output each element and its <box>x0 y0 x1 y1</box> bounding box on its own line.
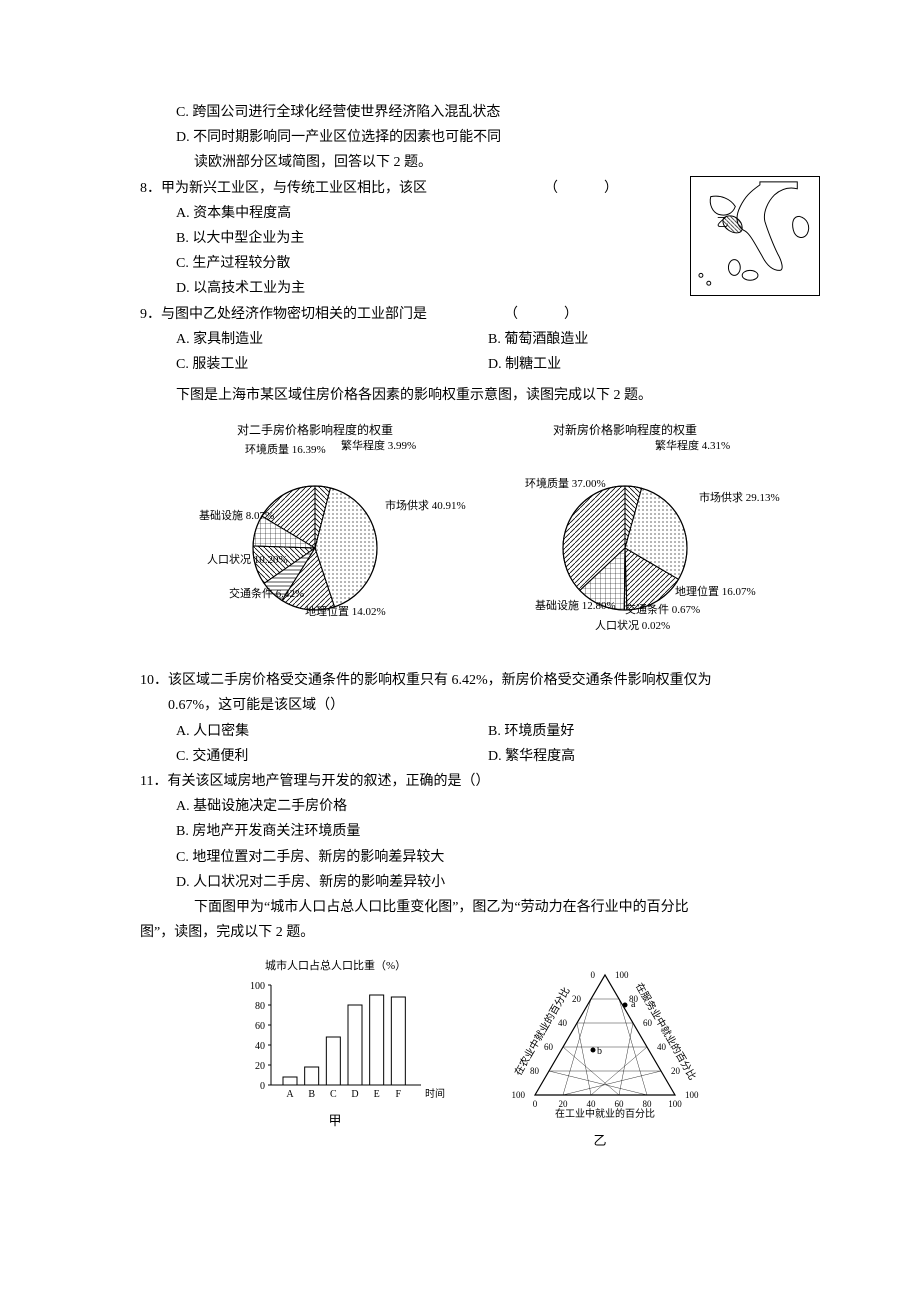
pie2-lbl-jichu: 基础设施 12.80% <box>535 600 616 613</box>
q10-opt-a: A. 人口密集 <box>176 719 488 744</box>
svg-text:城市人口占总人口比重（%）: 城市人口占总人口比重（%） <box>265 958 406 972</box>
svg-text:0: 0 <box>533 1099 538 1109</box>
q10-stem: 10．该区域二手房价格受交通条件的影响权重只有 6.42%，新房价格受交通条件影… <box>140 668 800 693</box>
q11-opt-b: B. 房地产开发商关注环境质量 <box>140 819 800 844</box>
q9-opt-b: B. 葡萄酒酿造业 <box>488 327 800 352</box>
svg-text:100: 100 <box>512 1090 526 1100</box>
svg-text:A: A <box>286 1089 294 1100</box>
q10-opt-d: D. 繁华程度高 <box>488 744 800 769</box>
svg-text:20: 20 <box>671 1066 681 1076</box>
pie2-lbl-jiaotong: 交通条件 0.67% <box>625 604 700 617</box>
svg-text:100: 100 <box>668 1099 682 1109</box>
svg-text:在农业中就业的百分比: 在农业中就业的百分比 <box>511 985 572 1078</box>
svg-text:在服务业中就业的百分比: 在服务业中就业的百分比 <box>633 981 699 1083</box>
bar-chart-jia: 城市人口占总人口比重（%） 0 20 40 60 80 100 A B C D E F 时间 甲 <box>225 955 445 1152</box>
prev-option-d: D. 不同时期影响同一产业区位选择的因素也可能不同 <box>140 125 800 150</box>
q9-stem-row: 9．与图中乙处经济作物密切相关的工业部门是 （ ） <box>140 302 800 327</box>
pie1-lbl-shichang: 市场供求 40.91% <box>385 500 466 513</box>
q9-opt-a: A. 家具制造业 <box>176 327 488 352</box>
pie1-lbl-jiaotong: 交通条件 6.42% <box>229 588 304 601</box>
svg-text:40: 40 <box>657 1042 667 1052</box>
q11-stem: 11．有关该区域房地产管理与开发的叙述，正确的是（） <box>140 769 800 794</box>
svg-text:60: 60 <box>255 1021 265 1032</box>
pie1-lbl-renkou: 人口状况 10.20% <box>207 554 288 567</box>
svg-text:C: C <box>330 1089 337 1100</box>
svg-text:0: 0 <box>260 1081 265 1092</box>
svg-text:E: E <box>374 1089 380 1100</box>
q9-stem-text: 9．与图中乙处经济作物密切相关的工业部门是 <box>140 307 427 322</box>
svg-text:F: F <box>396 1089 402 1100</box>
q9-blank: （ ） <box>504 307 584 322</box>
fig-intro-2: 图”，读图，完成以下 2 题。 <box>140 920 800 945</box>
svg-text:B: B <box>308 1089 315 1100</box>
svg-text:80: 80 <box>255 1001 265 1012</box>
q9-opt-d: D. 制糖工业 <box>488 352 800 377</box>
pie-newhouse: 对新房价格影响程度的权重 繁华程度 4.31% 市场供求 29.13% 地理位置… <box>485 420 765 650</box>
pie-secondhand: 对二手房价格影响程度的权重 繁华程度 3.99% 市场供求 40.91% 地理位… <box>175 420 455 650</box>
q9-row1: A. 家具制造业 B. 葡萄酒酿造业 <box>140 327 800 352</box>
svg-text:80: 80 <box>530 1066 540 1076</box>
svg-text:40: 40 <box>558 1018 568 1028</box>
bar-caption: 甲 <box>225 1109 445 1132</box>
prev-option-c: C. 跨国公司进行全球化经营使世界经济陷入混乱状态 <box>140 100 800 125</box>
svg-text:100: 100 <box>685 1090 699 1100</box>
svg-text:60: 60 <box>643 1018 653 1028</box>
q9-row2: C. 服装工业 D. 制糖工业 <box>140 352 800 377</box>
pie1-lbl-jichu: 基础设施 8.07% <box>199 510 274 523</box>
svg-text:60: 60 <box>544 1042 554 1052</box>
q10-stem2: 0.67%，这可能是该区域（） <box>140 693 800 718</box>
pie2-lbl-dili: 地理位置 16.07% <box>675 586 756 599</box>
q9-opt-c: C. 服装工业 <box>176 352 488 377</box>
map-label-yi: 乙 <box>717 215 729 229</box>
intro-q8: 读欧洲部分区域简图，回答以下 2 题。 <box>140 150 800 175</box>
pie2-lbl-huanjing: 环境质量 37.00% <box>525 478 606 491</box>
svg-text:在工业中就业的百分比: 在工业中就业的百分比 <box>555 1107 655 1120</box>
ternary-chart-yi: 01001002080204060406040608020801000100ab… <box>485 955 715 1152</box>
svg-text:80: 80 <box>643 1099 653 1109</box>
pie2-title: 对新房价格影响程度的权重 <box>485 420 765 442</box>
svg-text:时间: 时间 <box>425 1087 445 1100</box>
svg-text:D: D <box>351 1089 358 1100</box>
pie1-title: 对二手房价格影响程度的权重 <box>175 420 455 442</box>
svg-text:40: 40 <box>587 1099 597 1109</box>
pie1-lbl-dili: 地理位置 14.02% <box>305 606 386 619</box>
svg-text:100: 100 <box>250 981 265 992</box>
svg-text:20: 20 <box>559 1099 569 1109</box>
pie1-lbl-fanhua: 繁华程度 3.99% <box>341 440 416 453</box>
question-8-block: 8．甲为新兴工业区，与传统工业区相比，该区 （ ） A. 资本集中程度高 B. … <box>140 176 800 302</box>
pie2-lbl-shichang: 市场供求 29.13% <box>699 492 780 505</box>
q10-row1: A. 人口密集 B. 环境质量好 <box>140 719 800 744</box>
q8-stem-text: 8．甲为新兴工业区，与传统工业区相比，该区 <box>140 181 427 196</box>
q11-opt-c: C. 地理位置对二手房、新房的影响差异较大 <box>140 845 800 870</box>
pie2-lbl-fanhua: 繁华程度 4.31% <box>655 440 730 453</box>
svg-text:a: a <box>631 999 636 1010</box>
svg-text:20: 20 <box>572 994 582 1004</box>
svg-text:60: 60 <box>615 1099 625 1109</box>
svg-text:b: b <box>597 1046 602 1057</box>
fig-intro-1: 下面图甲为“城市人口占总人口比重变化图”，图乙为“劳动力在各行业中的百分比 <box>140 895 800 920</box>
tri-caption: 乙 <box>485 1129 715 1152</box>
svg-text:20: 20 <box>255 1061 265 1072</box>
q10-opt-b: B. 环境质量好 <box>488 719 800 744</box>
europe-map: 乙 <box>690 176 820 296</box>
q8-blank: （ ） <box>544 181 624 196</box>
pie2-lbl-renkou: 人口状况 0.02% <box>595 620 670 633</box>
q10-opt-c: C. 交通便利 <box>176 744 488 769</box>
q10-row2: C. 交通便利 D. 繁华程度高 <box>140 744 800 769</box>
pie1-lbl-huanjing: 环境质量 16.39% <box>245 444 326 457</box>
svg-text:40: 40 <box>255 1041 265 1052</box>
pie-charts: 对二手房价格影响程度的权重 繁华程度 3.99% 市场供求 40.91% 地理位… <box>140 420 800 650</box>
q11-opt-d: D. 人口状况对二手房、新房的影响差异较小 <box>140 870 800 895</box>
pie-intro: 下图是上海市某区域住房价格各因素的影响权重示意图，读图完成以下 2 题。 <box>140 383 800 408</box>
q11-opt-a: A. 基础设施决定二手房价格 <box>140 794 800 819</box>
svg-text:0: 0 <box>591 970 596 980</box>
bottom-figures: 城市人口占总人口比重（%） 0 20 40 60 80 100 A B C D E F 时间 甲 0 100… <box>140 955 800 1152</box>
svg-text:100: 100 <box>615 970 629 980</box>
